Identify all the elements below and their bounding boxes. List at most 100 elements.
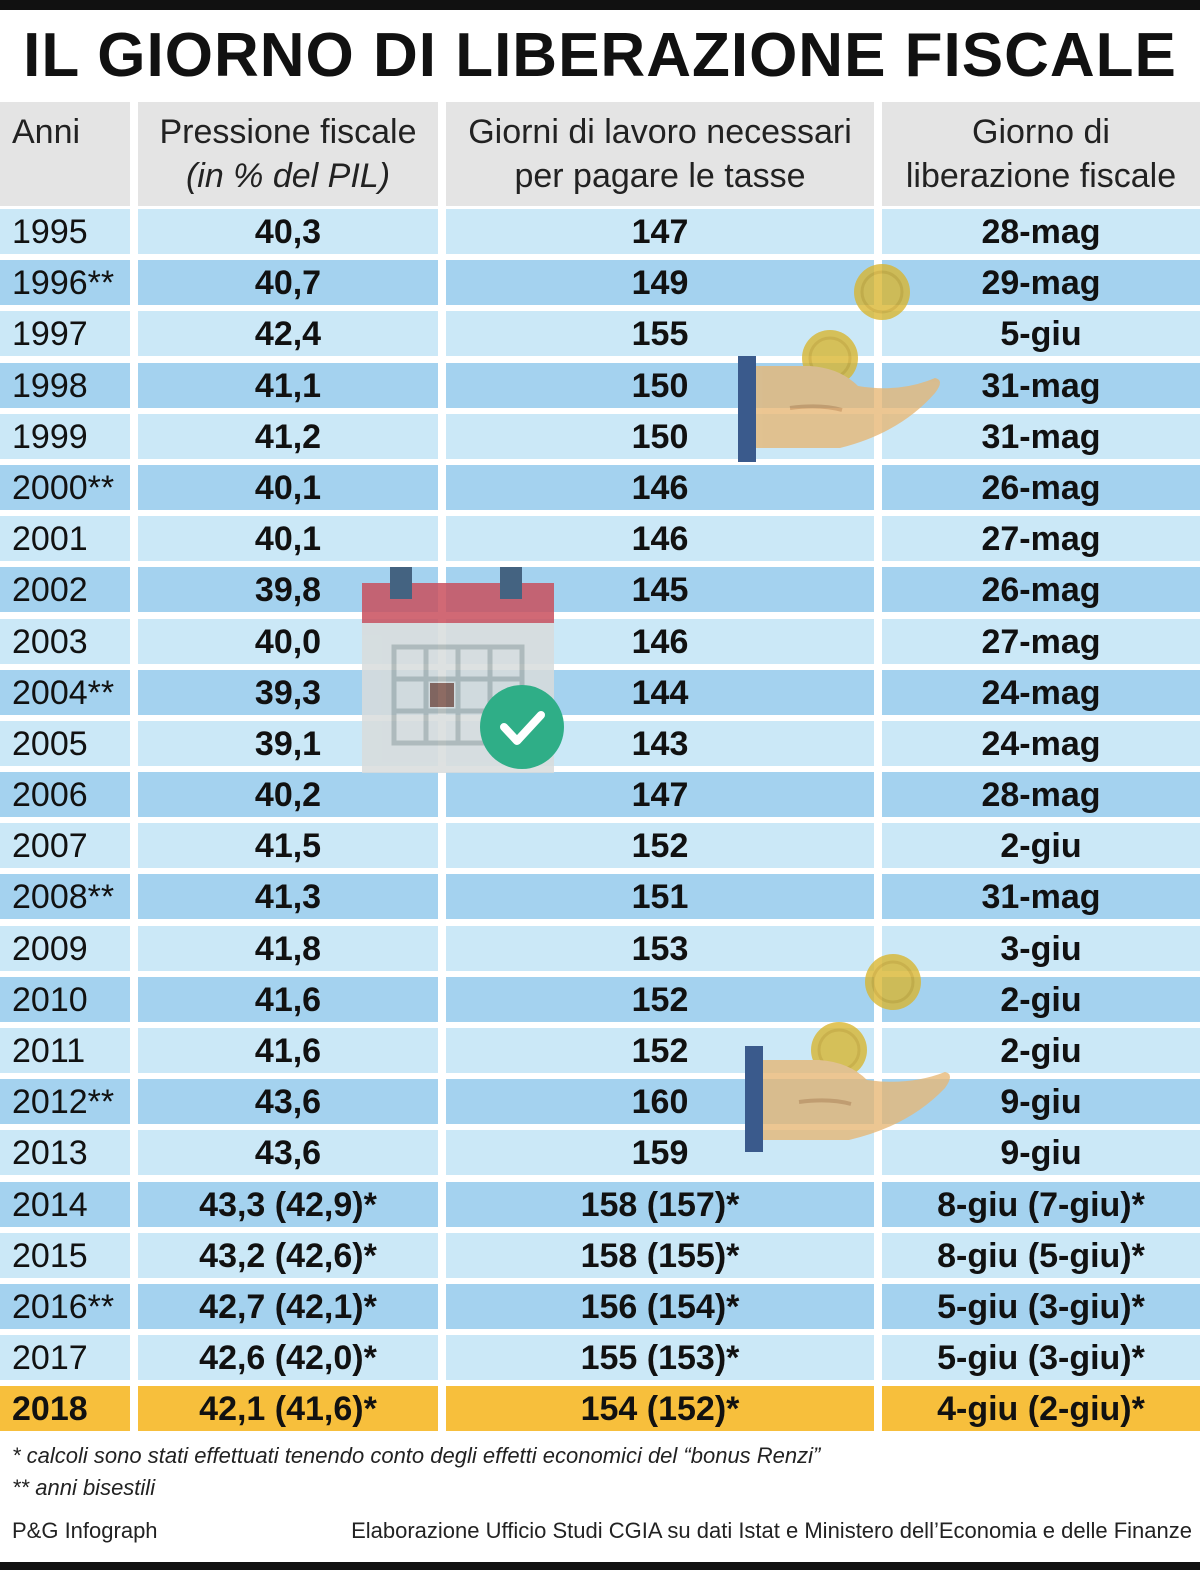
cell-anno: 2002 bbox=[0, 567, 130, 613]
cell-anno: 2010 bbox=[0, 976, 130, 1022]
table-row: 2018 42,1 (41,6)* 154 (152)* 4-giu (2-giu)* bbox=[0, 1383, 1200, 1434]
cell-giorno: 29-mag bbox=[882, 260, 1200, 306]
table-row: 1995 40,3 147 28-mag bbox=[0, 206, 1200, 257]
cell-anno: 2001 bbox=[0, 516, 130, 562]
table-row: 2009 41,8 153 3-giu bbox=[0, 923, 1200, 974]
credit-source: Elaborazione Ufficio Studi CGIA su dati … bbox=[351, 1518, 1192, 1543]
cell-pressione: 40,3 bbox=[138, 209, 438, 254]
table-row: 2016** 42,7 (42,1)* 156 (154)* 5-giu (3-giu… bbox=[0, 1281, 1200, 1332]
cell-anno: 2017 bbox=[0, 1335, 130, 1381]
cell-pressione: 40,2 bbox=[138, 772, 438, 818]
cell-giorno: 9-giu bbox=[882, 1130, 1200, 1176]
table-row: 2003 40,0 146 27-mag bbox=[0, 616, 1200, 667]
cell-anno: 2015 bbox=[0, 1232, 130, 1278]
table-row: 2013 43,6 159 9-giu bbox=[0, 1127, 1200, 1178]
cell-giorno: 3-giu bbox=[882, 925, 1200, 971]
table-row: 1997 42,4 155 5-giu bbox=[0, 308, 1200, 359]
cell-giorno: 2-giu bbox=[882, 1028, 1200, 1073]
cell-pressione: 41,2 bbox=[138, 413, 438, 459]
header-liberazione-line1: Giorno di bbox=[972, 113, 1110, 151]
cell-giorno: 31-mag bbox=[882, 874, 1200, 920]
cell-anno: 2014 bbox=[0, 1181, 130, 1227]
cell-anno: 2013 bbox=[0, 1130, 130, 1176]
cell-anno: 1997 bbox=[0, 311, 130, 357]
cell-pressione: 42,4 bbox=[138, 311, 438, 357]
table-row: 1996** 40,7 149 29-mag bbox=[0, 257, 1200, 308]
cell-anno: 2008** bbox=[0, 874, 130, 920]
table-row: 2010 41,6 152 2-giu bbox=[0, 974, 1200, 1025]
cell-pressione: 43,2 (42,6)* bbox=[138, 1232, 438, 1278]
cell-anno: 2011 bbox=[0, 1028, 130, 1073]
header-giorni: Giorni di lavoro necessari per pagare le… bbox=[446, 102, 874, 206]
cell-giorni: 153 bbox=[446, 925, 874, 971]
header-pressione: Pressione fiscale (in % del PIL) bbox=[138, 102, 438, 206]
cell-anno: 1998 bbox=[0, 362, 130, 408]
table-row: 2017 42,6 (42,0)* 155 (153)* 5-giu (3-giu)* bbox=[0, 1332, 1200, 1383]
header-anni: Anni bbox=[0, 102, 130, 206]
cell-giorno: 2-giu bbox=[882, 976, 1200, 1022]
cell-giorni: 147 bbox=[446, 209, 874, 254]
header-anni-label: Anni bbox=[12, 113, 81, 151]
table-row: 2008** 41,3 151 31-mag bbox=[0, 871, 1200, 922]
cell-giorno: 8-giu (7-giu)* bbox=[882, 1181, 1200, 1227]
table-row: 2001 40,1 146 27-mag bbox=[0, 513, 1200, 564]
cell-pressione: 43,6 bbox=[138, 1130, 438, 1176]
cell-giorni: 158 (157)* bbox=[446, 1181, 874, 1227]
cell-giorni: 151 bbox=[446, 874, 874, 920]
table-row: 2007 41,5 152 2-giu bbox=[0, 820, 1200, 871]
cell-giorni: 146 bbox=[446, 464, 874, 510]
table-row: 2012** 43,6 160 9-giu bbox=[0, 1076, 1200, 1127]
page-title: IL GIORNO DI LIBERAZIONE FISCALE bbox=[23, 21, 1177, 90]
cell-giorno: 4-giu (2-giu)* bbox=[882, 1386, 1200, 1432]
hand-with-coins-bottom-icon bbox=[745, 954, 950, 1152]
table-row: 1998 41,1 150 31-mag bbox=[0, 360, 1200, 411]
cell-giorni: 154 (152)* bbox=[446, 1386, 874, 1432]
cell-anno: 1995 bbox=[0, 209, 130, 254]
table-header: Anni Pressione fiscale (in % del PIL) Gi… bbox=[0, 102, 1200, 206]
table-body: 1995 40,3 147 28-mag 1996** 40,7 149 29-mag 1997… bbox=[0, 206, 1200, 1435]
cell-pressione: 40,1 bbox=[138, 516, 438, 562]
cell-anno: 1999 bbox=[0, 413, 130, 459]
cell-anno: 2007 bbox=[0, 823, 130, 869]
cell-pressione: 42,1 (41,6)* bbox=[138, 1386, 438, 1432]
cell-giorni: 146 bbox=[446, 516, 874, 562]
cell-giorno: 28-mag bbox=[882, 772, 1200, 818]
cell-pressione: 43,3 (42,9)* bbox=[138, 1181, 438, 1227]
top-rule bbox=[0, 0, 1200, 10]
cell-giorno: 9-giu bbox=[882, 1079, 1200, 1125]
table-row: 1999 41,2 150 31-mag bbox=[0, 411, 1200, 462]
cell-anno: 2018 bbox=[0, 1386, 130, 1432]
table-row: 2005 39,1 143 24-mag bbox=[0, 718, 1200, 769]
cell-anno: 2000** bbox=[0, 464, 130, 510]
table-row: 2006 40,2 147 28-mag bbox=[0, 769, 1200, 820]
cell-pressione: 41,1 bbox=[138, 362, 438, 408]
footnote-bisestili: ** anni bisestili bbox=[12, 1475, 156, 1500]
header-liberazione: Giorno di liberazione fiscale bbox=[882, 102, 1200, 206]
cell-pressione: 41,3 bbox=[138, 874, 438, 920]
cell-giorno: 5-giu (3-giu)* bbox=[882, 1283, 1200, 1329]
cell-giorno: 2-giu bbox=[882, 823, 1200, 869]
cell-anno: 2005 bbox=[0, 720, 130, 766]
cell-anno: 2003 bbox=[0, 618, 130, 664]
footnote-bonus: * calcoli sono stati effettuati tenendo … bbox=[12, 1443, 821, 1468]
header-liberazione-line2: liberazione fiscale bbox=[905, 157, 1177, 195]
cell-pressione: 40,1 bbox=[138, 464, 438, 510]
data-table: Anni Pressione fiscale (in % del PIL) Gi… bbox=[0, 102, 1200, 1435]
cell-giorno: 28-mag bbox=[882, 209, 1200, 254]
cell-pressione: 42,7 (42,1)* bbox=[138, 1283, 438, 1329]
cell-giorno: 24-mag bbox=[882, 720, 1200, 766]
cell-anno: 2009 bbox=[0, 925, 130, 971]
cell-pressione: 41,5 bbox=[138, 823, 438, 869]
table-row: 2015 43,2 (42,6)* 158 (155)* 8-giu (5-giu)* bbox=[0, 1230, 1200, 1281]
cell-anno: 2006 bbox=[0, 772, 130, 818]
credit-agency: P&G Infograph bbox=[12, 1518, 158, 1543]
table-row: 2011 41,6 152 2-giu bbox=[0, 1025, 1200, 1076]
cell-giorno: 27-mag bbox=[882, 618, 1200, 664]
credits: P&G Infograph Elaborazione Ufficio Studi… bbox=[12, 1514, 1192, 1548]
cell-pressione: 41,6 bbox=[138, 976, 438, 1022]
cell-giorno: 27-mag bbox=[882, 516, 1200, 562]
cell-giorni: 149 bbox=[446, 260, 874, 306]
table-row: 2014 43,3 (42,9)* 158 (157)* 8-giu (7-giu)* bbox=[0, 1179, 1200, 1230]
table-row: 2004** 39,3 144 24-mag bbox=[0, 667, 1200, 718]
cell-giorno: 5-giu bbox=[882, 311, 1200, 357]
